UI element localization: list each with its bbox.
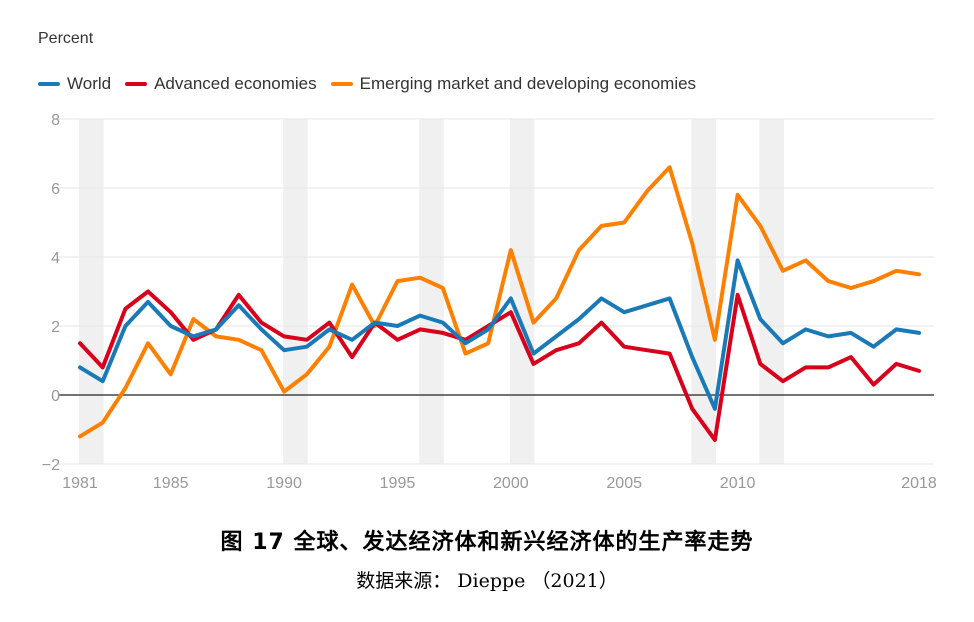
shaded-period-1 xyxy=(283,119,308,464)
shaded-period-0 xyxy=(79,119,104,464)
x-tick-label: 1985 xyxy=(153,475,189,492)
legend-label-emerging: Emerging market and developing economies xyxy=(359,74,697,93)
y-tick-label: −2 xyxy=(42,457,60,474)
series-line-world xyxy=(78,258,921,411)
figure-caption: 图 17 全球、发达经济体和新兴经济体的生产率走势 xyxy=(220,530,754,555)
x-tick-label: 2000 xyxy=(493,475,529,492)
x-axis-ticks: 1981 1985 1990 1995 2000 2005 2010 2018 xyxy=(62,475,937,492)
gridlines xyxy=(58,118,934,465)
legend-swatch-advanced xyxy=(125,82,148,86)
x-tick-label: 2010 xyxy=(720,475,756,492)
legend: World Advanced economies Emerging market… xyxy=(38,74,710,94)
y-tick-label: 0 xyxy=(51,388,60,405)
series-line-emerging-market-and-developing-economies xyxy=(78,165,921,439)
series-lines xyxy=(78,165,921,442)
legend-label-advanced: Advanced economies xyxy=(154,74,317,93)
legend-item-world[interactable]: World xyxy=(38,74,111,94)
y-tick-label: 6 xyxy=(51,181,60,198)
x-tick-label: 1981 xyxy=(62,475,98,492)
y-tick-label: 8 xyxy=(51,112,60,129)
recession-shading xyxy=(79,119,784,464)
y-axis-label: Percent xyxy=(38,30,94,47)
x-tick-label: 1995 xyxy=(380,475,416,492)
shaded-period-5 xyxy=(759,119,784,464)
x-tick-label: 2005 xyxy=(606,475,642,492)
figure-source: 数据来源： Dieppe （2021） xyxy=(356,570,618,592)
legend-item-advanced[interactable]: Advanced economies xyxy=(125,74,317,94)
x-tick-label: 1990 xyxy=(266,475,302,492)
x-tick-label: 2018 xyxy=(901,475,937,492)
y-tick-label: 2 xyxy=(51,319,60,336)
legend-swatch-world xyxy=(38,82,60,86)
legend-swatch-emerging xyxy=(330,82,353,86)
y-tick-label: 4 xyxy=(51,250,60,267)
legend-item-emerging[interactable]: Emerging market and developing economies xyxy=(330,74,697,94)
shaded-period-2 xyxy=(419,119,444,464)
legend-label-world: World xyxy=(67,74,112,93)
y-axis-ticks: −2 0 2 4 6 8 xyxy=(42,112,60,474)
